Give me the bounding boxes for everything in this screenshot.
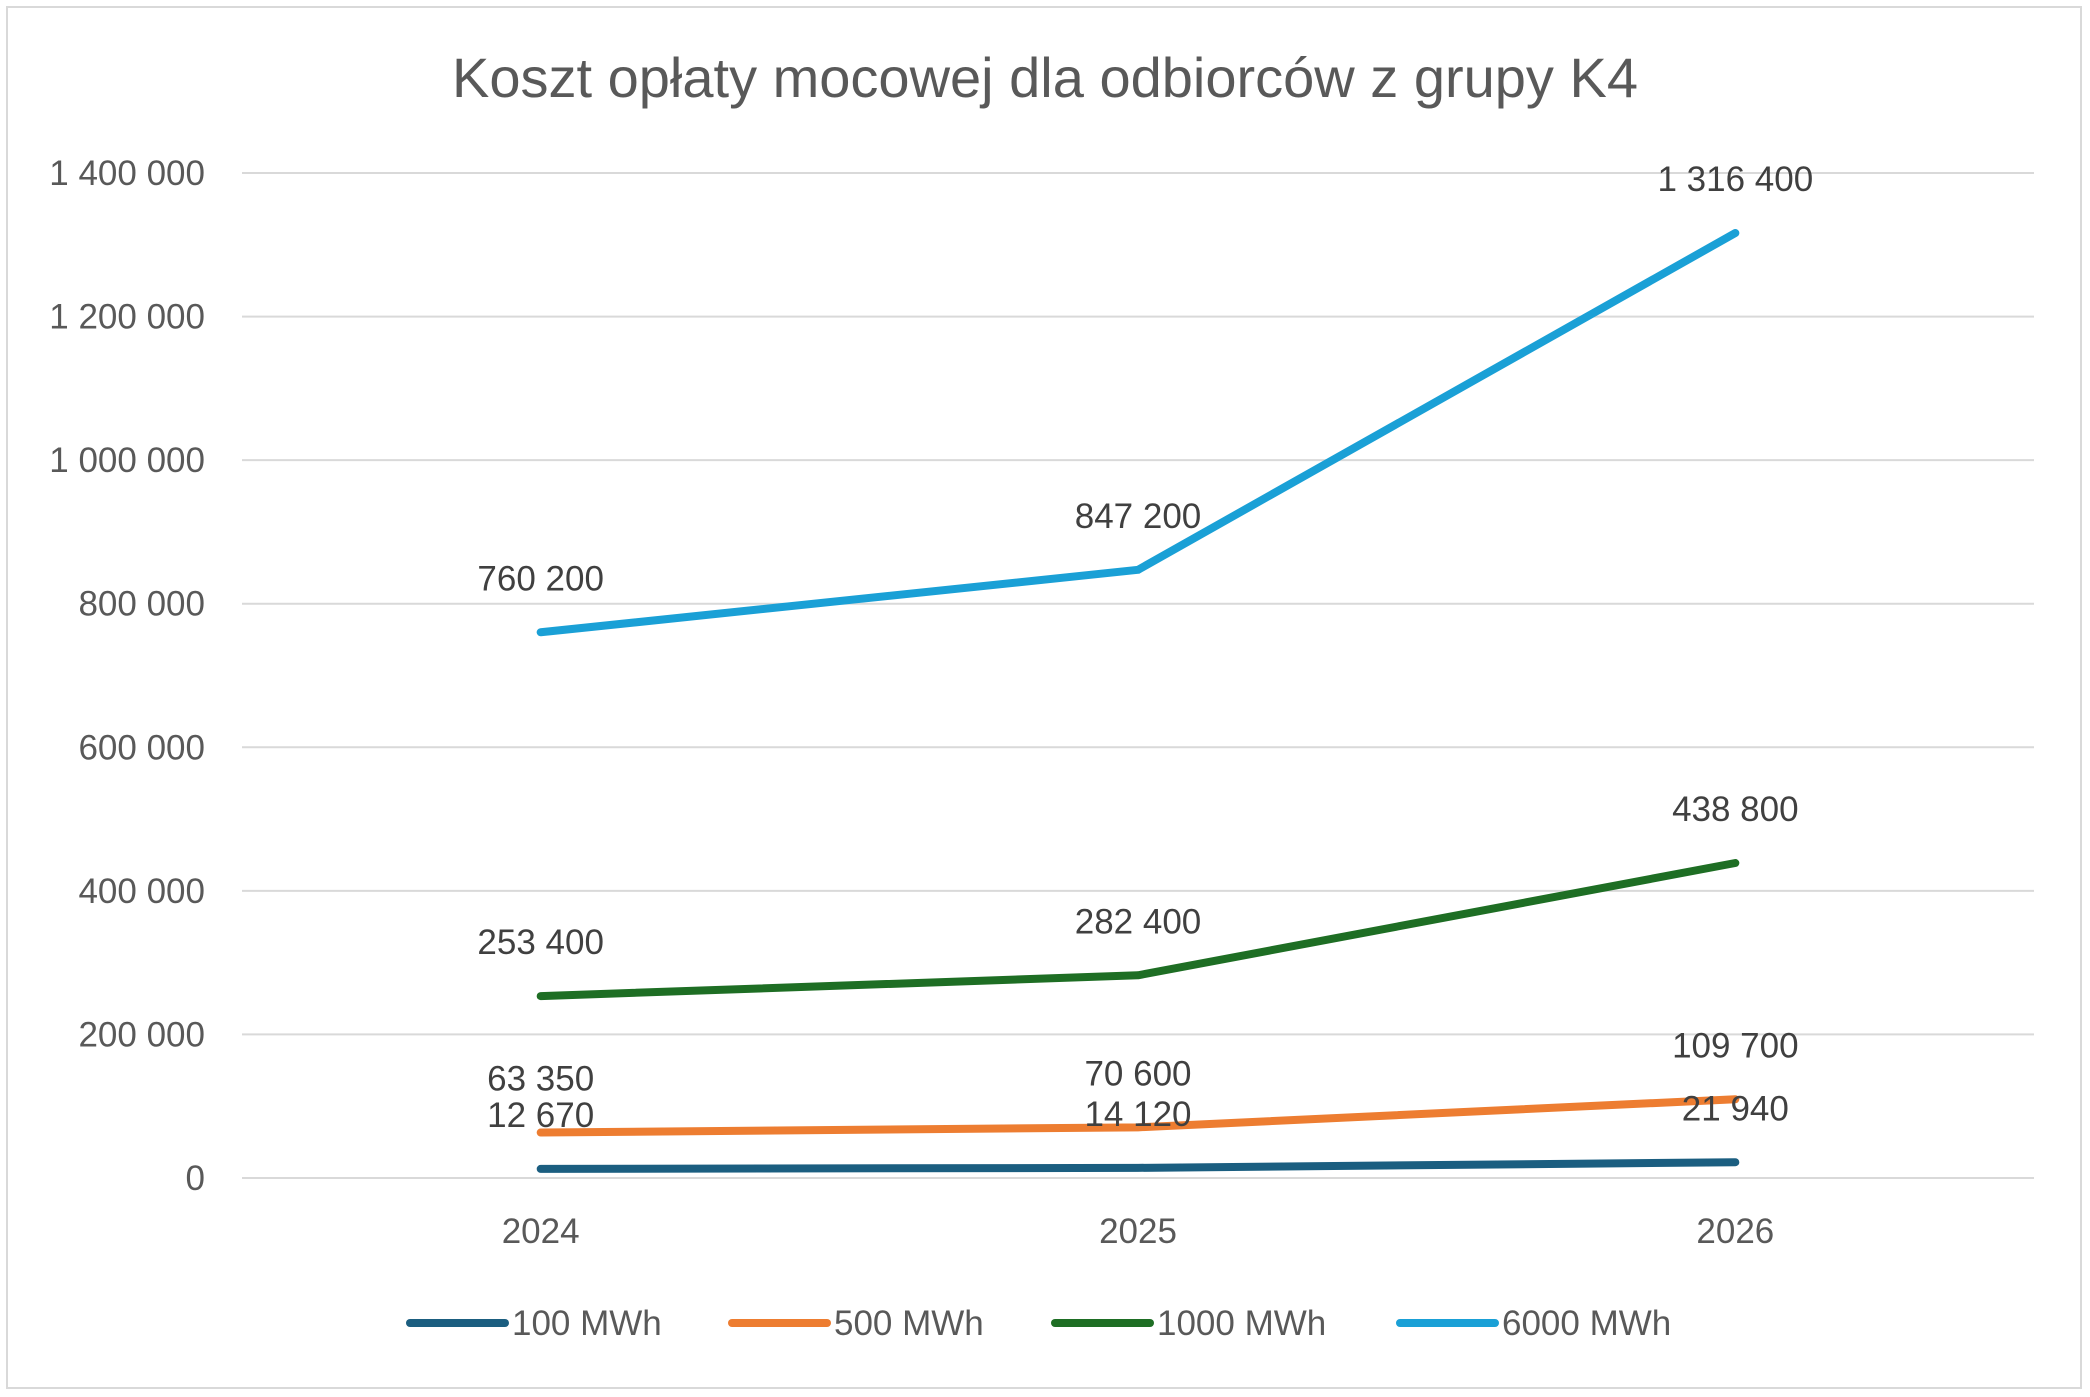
data-label: 70 600 xyxy=(1084,1054,1191,1093)
x-tick-label: 2026 xyxy=(1696,1212,1774,1251)
data-label: 21 940 xyxy=(1682,1089,1789,1128)
series-lines xyxy=(536,229,1740,1173)
y-tick-label: 800 000 xyxy=(78,585,205,624)
series-line xyxy=(536,229,1740,637)
y-tick-label: 400 000 xyxy=(78,872,205,911)
y-axis-tick-labels: 0 200 000 400 000 600 000 800 000 1 000 000 1 … xyxy=(49,154,205,1198)
x-tick-label: 2025 xyxy=(1099,1212,1177,1251)
data-label: 63 350 xyxy=(487,1060,594,1099)
legend-item-label: 1000 MWh xyxy=(1157,1304,1326,1343)
data-label: 253 400 xyxy=(477,923,604,962)
data-label: 282 400 xyxy=(1075,902,1202,941)
y-tick-label: 1 200 000 xyxy=(49,298,205,337)
data-label: 14 120 xyxy=(1084,1095,1191,1134)
y-tick-label: 1 400 000 xyxy=(49,154,205,193)
data-label: 109 700 xyxy=(1672,1026,1799,1065)
legend-item-label: 100 MWh xyxy=(512,1304,662,1343)
data-label: 12 670 xyxy=(487,1096,594,1135)
series-line xyxy=(536,859,1740,1001)
x-tick-label: 2024 xyxy=(502,1212,580,1251)
y-tick-label: 0 xyxy=(186,1159,205,1198)
series-line xyxy=(536,1158,1740,1173)
legend-item-label: 500 MWh xyxy=(834,1304,984,1343)
y-tick-label: 1 000 000 xyxy=(49,441,205,480)
data-label: 1 316 400 xyxy=(1657,160,1813,199)
y-tick-label: 600 000 xyxy=(78,728,205,767)
legend: 100 MWh 500 MWh 1000 MWh 6000 MWh xyxy=(406,1304,1671,1343)
data-label: 438 800 xyxy=(1672,790,1799,829)
y-tick-label: 200 000 xyxy=(78,1015,205,1054)
data-label: 847 200 xyxy=(1075,497,1202,536)
gridlines xyxy=(242,172,2034,1179)
chart-title: Koszt opłaty mocowej dla odbiorców z gru… xyxy=(452,46,1638,109)
legend-item-label: 6000 MWh xyxy=(1502,1304,1671,1343)
series-line xyxy=(536,1095,1740,1137)
data-label: 760 200 xyxy=(477,559,604,598)
x-axis-tick-labels: 2024 2025 2026 xyxy=(502,1212,1775,1251)
data-labels: 12 670 14 120 21 940 63 350 70 600 109 700 253… xyxy=(477,160,1813,1135)
